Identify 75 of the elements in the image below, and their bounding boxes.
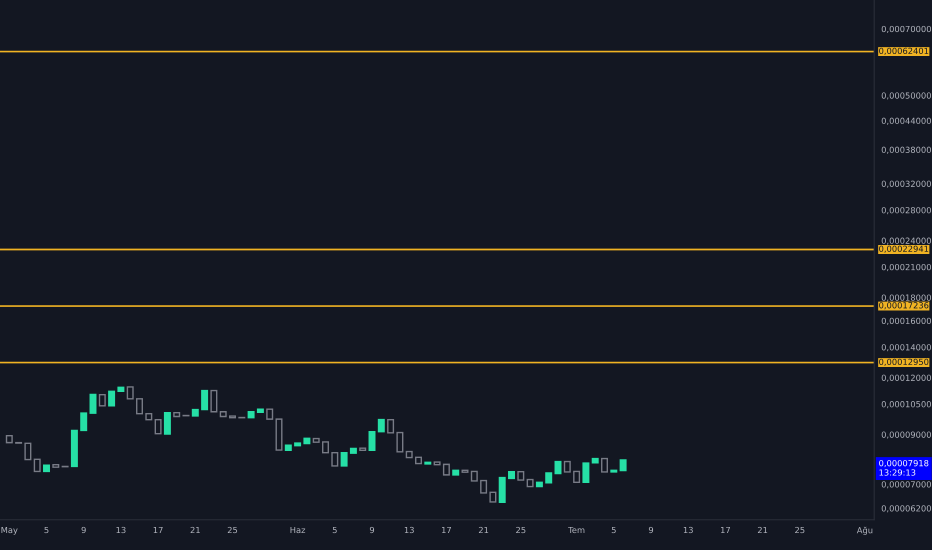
candlestick <box>480 480 488 494</box>
x-tick-label: 9 <box>82 526 86 534</box>
candlestick <box>396 432 404 452</box>
x-tick-label: 13 <box>684 526 693 534</box>
x-tick-label: 25 <box>516 526 526 534</box>
candlestick <box>90 394 96 414</box>
y-tick-label: 0,00028000 <box>882 207 931 214</box>
candlestick <box>34 458 41 472</box>
y-tick-label: 0,00014000 <box>882 344 931 352</box>
x-tick-label: 5 <box>44 526 48 534</box>
text: 13:29:13 <box>880 469 916 476</box>
x-tick-label: 17 <box>721 526 730 534</box>
candlestick <box>368 431 376 452</box>
candlestick <box>378 418 385 432</box>
candlestick <box>573 470 580 483</box>
x-tick-label: 25 <box>795 526 804 534</box>
ref-line-label: 0,00022941 <box>879 246 928 253</box>
x-tick-label: 13 <box>116 526 126 534</box>
candlestick <box>108 390 116 406</box>
x-tick-label: Haz <box>290 526 306 534</box>
candlestick <box>582 462 590 483</box>
x-tick-label: 21 <box>758 526 768 534</box>
x-tick-label: 25 <box>228 526 238 534</box>
x-tick-label: Ağu <box>856 526 872 535</box>
ref-line-label: 0,00017236 <box>879 302 928 310</box>
candlestick <box>489 492 496 503</box>
x-tick-label: May <box>2 526 18 535</box>
ref-line-label: 0,00012950 <box>879 358 928 366</box>
candlestick <box>601 458 608 473</box>
y-tick-label: 0,00050000 <box>882 92 931 100</box>
ref-line-label: 0,00062401 <box>879 48 928 55</box>
candlestick <box>470 470 478 482</box>
text: 0,00007918 <box>879 460 928 468</box>
y-tick-label: 0,00024000 <box>882 238 931 245</box>
candlestick <box>266 408 274 420</box>
y-tick-label: 0,00070000 <box>882 26 931 33</box>
y-tick-label: 0,00038000 <box>882 146 931 154</box>
y-tick-label: 0,00021000 <box>882 264 931 272</box>
x-tick-label: 5 <box>612 526 616 534</box>
y-tick-label: 0,00044000 <box>882 118 931 125</box>
candlestick <box>331 452 338 467</box>
candlestick <box>442 464 450 476</box>
candlestick <box>164 412 171 435</box>
x-tick-label: 9 <box>370 526 374 534</box>
y-tick-label: 0,00032000 <box>882 180 931 188</box>
candlestick <box>24 442 32 460</box>
candlestick <box>322 441 329 454</box>
y-tick-label: 0,00012000 <box>882 374 931 382</box>
candlestick <box>387 419 394 434</box>
y-tick-label: 0,00009000 <box>882 432 931 439</box>
y-tick-label: 0,00010500 <box>882 401 931 408</box>
x-tick-label: 5 <box>332 526 337 534</box>
candlestick <box>136 398 143 414</box>
candlestick <box>545 472 552 484</box>
x-tick-label: 21 <box>478 526 488 534</box>
candlestick <box>340 452 348 467</box>
y-tick-label: 0,00007000 <box>882 481 931 488</box>
x-tick-label: 17 <box>154 526 163 534</box>
x-tick-label: 17 <box>442 526 451 534</box>
candlestick <box>98 394 106 406</box>
x-tick-label: 9 <box>648 526 654 534</box>
candlestick <box>210 390 218 412</box>
y-tick-label: 0,00016000 <box>882 318 931 325</box>
x-tick-label: 21 <box>190 526 200 534</box>
y-tick-label: 0,00006200 <box>882 505 931 512</box>
candlestick <box>80 412 88 432</box>
candlestick <box>201 390 208 410</box>
candlestick <box>554 460 562 474</box>
candlestick <box>620 459 627 472</box>
candlestick <box>154 419 162 434</box>
candlestick <box>564 460 571 473</box>
candlestick <box>126 386 134 400</box>
y-tick-label: 0,00018000 <box>882 294 931 302</box>
x-tick-label: 13 <box>404 526 414 534</box>
x-tick-label: Tem <box>568 526 584 534</box>
